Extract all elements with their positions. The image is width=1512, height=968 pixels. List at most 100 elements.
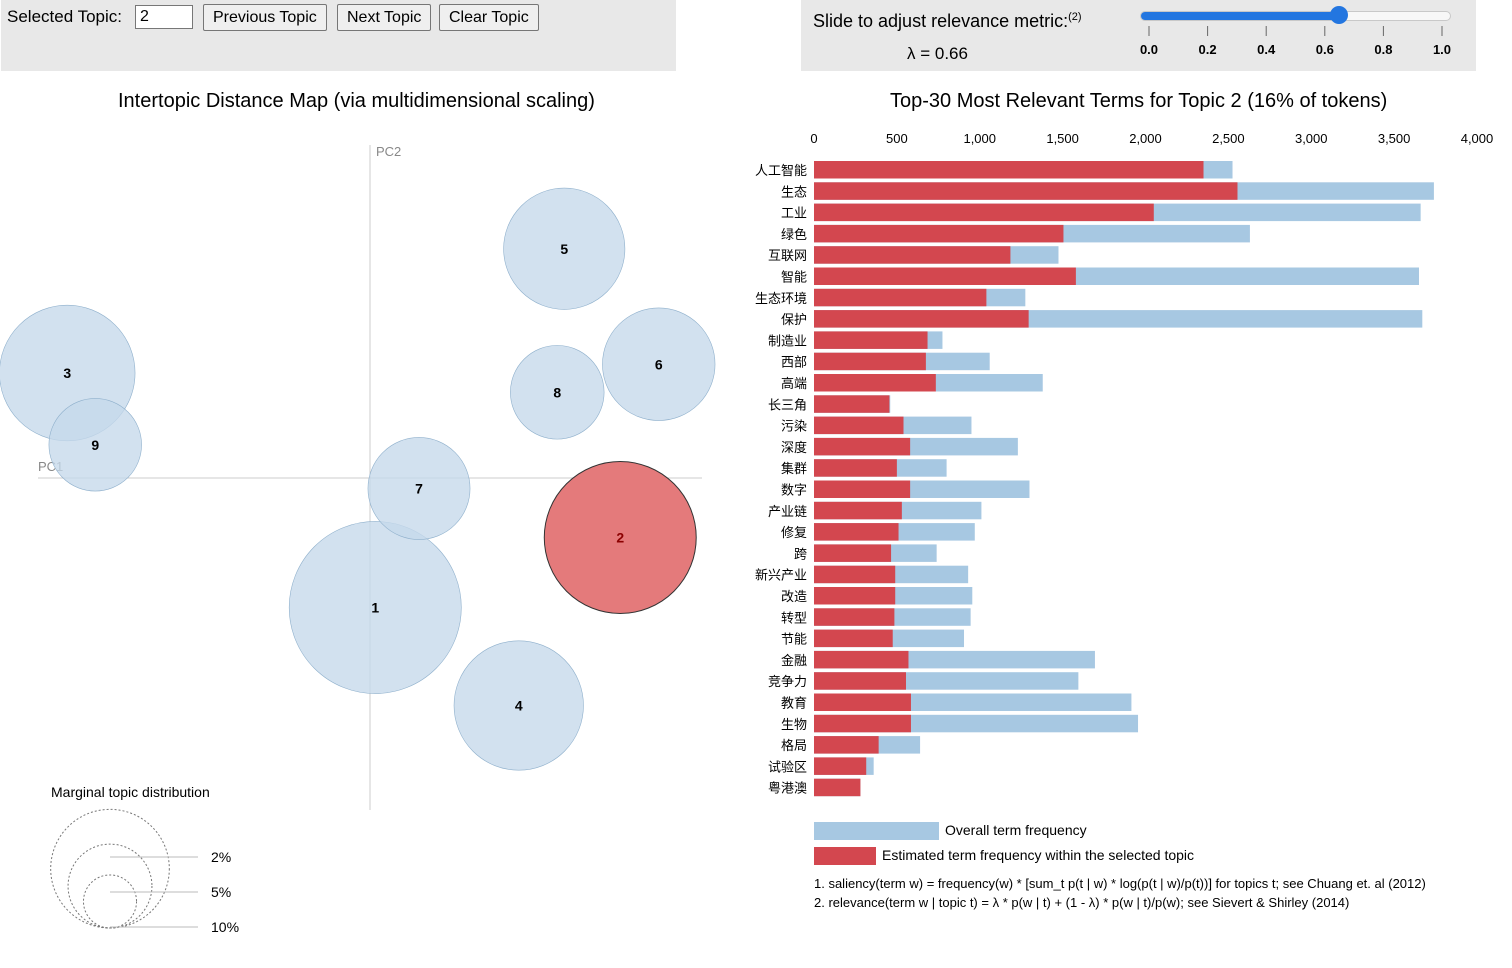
term-label: 互联网 [768, 248, 807, 263]
relevance-slider-fill [1141, 12, 1345, 20]
term-bar-chart-title: Top-30 Most Relevant Terms for Topic 2 (… [890, 90, 1388, 112]
topic-frequency-bar[interactable] [814, 331, 928, 349]
topic-frequency-bar[interactable] [814, 608, 895, 626]
topic-frequency-bar[interactable] [814, 736, 879, 754]
topic-frequency-bar[interactable] [814, 714, 911, 733]
term-label: 长三角 [768, 397, 807, 412]
topic-circle-9[interactable] [48, 398, 142, 492]
bar-x-tick-label: 2,500 [1212, 131, 1245, 146]
topic-circle-8[interactable] [510, 345, 605, 440]
topic-frequency-bar[interactable] [814, 267, 1076, 286]
slider-tick-label: 0.6 [1316, 42, 1334, 57]
next-topic-button[interactable]: Next Topic [337, 4, 432, 31]
term-label: 转型 [781, 610, 807, 625]
bar-x-tick-label: 1,000 [963, 131, 996, 146]
intertopic-map-title: Intertopic Distance Map (via multidimens… [118, 90, 595, 112]
term-label: 生态环境 [755, 291, 807, 306]
topic-circle-2[interactable] [543, 461, 697, 614]
bar-x-tick-label: 500 [886, 131, 908, 146]
term-label: 教育 [781, 696, 807, 711]
term-label: 高端 [781, 376, 807, 391]
slider-tick-label: 0.4 [1257, 42, 1276, 57]
topic-frequency-bar[interactable] [814, 544, 892, 562]
topic-circle-1[interactable] [288, 521, 462, 694]
slider-tick-label: 1.0 [1433, 42, 1451, 57]
term-label: 西部 [781, 355, 807, 370]
term-label: 保护 [781, 312, 807, 327]
topic-label-2: 2 [616, 530, 624, 546]
topic-frequency-bar[interactable] [814, 310, 1029, 328]
topic-frequency-bar[interactable] [814, 395, 890, 413]
topic-frequency-bar[interactable] [814, 650, 909, 669]
term-label: 生态 [781, 184, 807, 199]
topic-frequency-bar[interactable] [814, 501, 902, 520]
topic-frequency-bar[interactable] [814, 693, 911, 712]
topic-frequency-bar[interactable] [814, 246, 1011, 264]
term-label: 修复 [781, 525, 807, 540]
topic-frequency-bar[interactable] [814, 629, 893, 648]
topic-frequency-bar[interactable] [814, 416, 904, 435]
topic-label-7: 7 [415, 481, 423, 497]
topic-circle-6[interactable] [602, 307, 716, 421]
formula-note-1: 1. saliency(term w) = frequency(w) * [su… [814, 876, 1426, 891]
marginal-distribution-title: Marginal topic distribution [51, 784, 210, 800]
relevance-slider-label: Slide to adjust relevance metric:(2) [813, 11, 1082, 31]
topic-label-1: 1 [371, 600, 379, 616]
legend-label-overall: Overall term frequency [945, 822, 1087, 838]
term-label: 绿色 [781, 227, 807, 242]
term-label: 改造 [781, 589, 807, 604]
term-label: 人工智能 [755, 163, 807, 178]
marginal-legend-label: 2% [211, 849, 231, 865]
marginal-legend-label: 5% [211, 884, 231, 900]
topic-circle-4[interactable] [453, 640, 584, 771]
term-label: 金融 [781, 653, 807, 668]
topic-frequency-bar[interactable] [814, 437, 911, 456]
topic-frequency-bar[interactable] [814, 203, 1154, 222]
pc2-axis-label: PC2 [376, 144, 401, 159]
topic-frequency-bar[interactable] [814, 161, 1204, 179]
slider-tick-axis: 0.0 0.2 0.4 0.6 0.8 1.0 [1140, 26, 1451, 57]
topic-frequency-bar[interactable] [814, 352, 926, 371]
term-label: 深度 [781, 440, 807, 455]
term-label: 生物 [781, 717, 807, 732]
topic-frequency-bar[interactable] [814, 288, 987, 307]
topic-frequency-bar[interactable] [814, 565, 896, 584]
legend-swatch-overall [814, 822, 939, 840]
topic-frequency-bar[interactable] [814, 587, 896, 605]
term-label: 集群 [781, 461, 807, 476]
marginal-legend-circle [50, 808, 170, 929]
topic-frequency-bar[interactable] [814, 672, 906, 690]
topic-frequency-bar[interactable] [814, 374, 936, 392]
topic-label-3: 3 [63, 365, 71, 381]
term-label: 智能 [781, 270, 807, 285]
topic-label-6: 6 [655, 356, 663, 372]
slider-tick-label: 0.8 [1374, 42, 1392, 57]
selected-topic-input[interactable] [135, 5, 193, 29]
topic-frequency-bar[interactable] [814, 182, 1238, 200]
topic-label-9: 9 [91, 437, 99, 453]
topic-frequency-bar[interactable] [814, 480, 911, 499]
bar-x-tick-label: 3,500 [1378, 131, 1411, 146]
marginal-legend-label: 10% [211, 919, 239, 935]
topic-frequency-bar[interactable] [814, 523, 899, 541]
slider-tick-label: 0.0 [1140, 42, 1158, 57]
topic-circle-5[interactable] [503, 187, 626, 310]
relevance-slider-thumb[interactable] [1330, 6, 1349, 24]
term-label: 产业链 [768, 504, 807, 519]
topic-frequency-bar[interactable] [814, 757, 867, 775]
bar-x-tick-label: 0 [810, 131, 817, 146]
topic-circle-7[interactable] [367, 437, 471, 540]
clear-topic-button[interactable]: Clear Topic [439, 4, 539, 31]
term-label: 数字 [781, 483, 807, 498]
relevance-slider-track[interactable] [1140, 11, 1451, 21]
topic-frequency-bar[interactable] [814, 459, 897, 477]
lambda-value-text: λ = 0.66 [907, 44, 968, 63]
selected-topic-label: Selected Topic: [7, 7, 122, 26]
topic-frequency-bar[interactable] [814, 778, 861, 797]
topic-frequency-bar[interactable] [814, 224, 1064, 243]
term-label: 新兴产业 [755, 568, 807, 583]
term-label: 节能 [781, 632, 807, 647]
bar-x-tick-label: 4,000 [1461, 131, 1494, 146]
previous-topic-button[interactable]: Previous Topic [203, 4, 327, 31]
